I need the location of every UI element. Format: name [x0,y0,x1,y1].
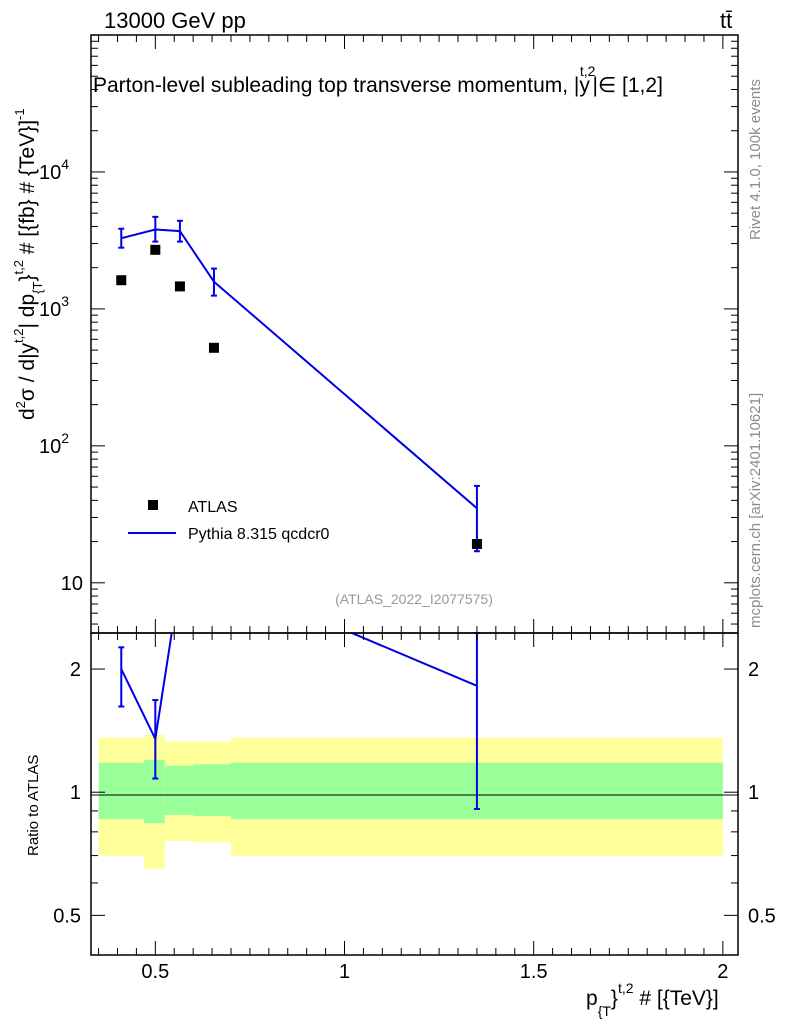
main-panel-content [116,215,482,553]
x-tick-label: 0.5 [141,961,169,983]
ratio-tick-label-left: 1 [70,782,81,804]
y-tick-label: 103 [39,293,69,321]
process-label: tt̄ [720,8,732,33]
rivet-version-label: Rivet 4.1.0, 100k events [747,79,764,240]
source-label: mcplots.cern.ch [arXiv:2401.10621] [747,393,764,628]
x-axis-label: p{T}t,2 # [{TeV}] [586,980,719,1019]
y-tick-label: 102 [39,430,69,458]
atlas-data-point [174,281,185,292]
y-tick-label: 104 [39,156,69,184]
ratio-panel-content [118,632,480,810]
ratio-inner-band [193,764,231,816]
ratio-tick-label-right: 2 [748,659,759,681]
atlas-data-point [471,539,482,550]
atlas-data-point [150,244,161,255]
ratio-inner-band [143,759,165,824]
energy-label: 13000 GeV pp [104,8,246,33]
pythia-line [121,228,478,510]
analysis-tag: (ATLAS_2022_I2077575) [335,591,493,607]
ratio-pythia-line [120,633,478,743]
ratio-inner-band [98,762,144,820]
atlas-data-point [208,342,219,353]
y-axis-label: d2σ / d|yt,2| dp{T}t,2 # [{fb} # {TeV}]-… [11,108,45,420]
x-tick-label: 1 [339,961,350,983]
legend-atlas-marker [148,500,158,510]
legend-pythia-label: Pythia 8.315 qcdcr0 [188,526,330,543]
axis-ticks: 0.5 1 1.5 2 10 102 103 104 0.5 0.5 1 1 2 2 [39,34,776,983]
ratio-tick-label-left: 2 [70,659,81,681]
legend: ATLAS Pythia 8.315 qcdcr0 [128,499,330,543]
y-tick-label: 10 [61,573,83,595]
ratio-tick-label-right: 1 [748,782,759,804]
ratio-bands [98,734,723,869]
ratio-panel-frame [90,632,739,956]
ratio-inner-band [164,765,194,815]
atlas-data-point [116,275,127,286]
chart-title: Parton-level subleading top transverse m… [93,63,663,97]
x-tick-label: 1.5 [520,961,548,983]
ratio-y-axis-label: Ratio to ATLAS [25,755,42,856]
ratio-tick-label-right: 0.5 [748,905,776,927]
x-tick-label: 2 [717,961,728,983]
legend-atlas-label: ATLAS [188,499,238,516]
main-panel-frame [90,34,739,634]
ratio-tick-label-left: 0.5 [53,905,81,927]
